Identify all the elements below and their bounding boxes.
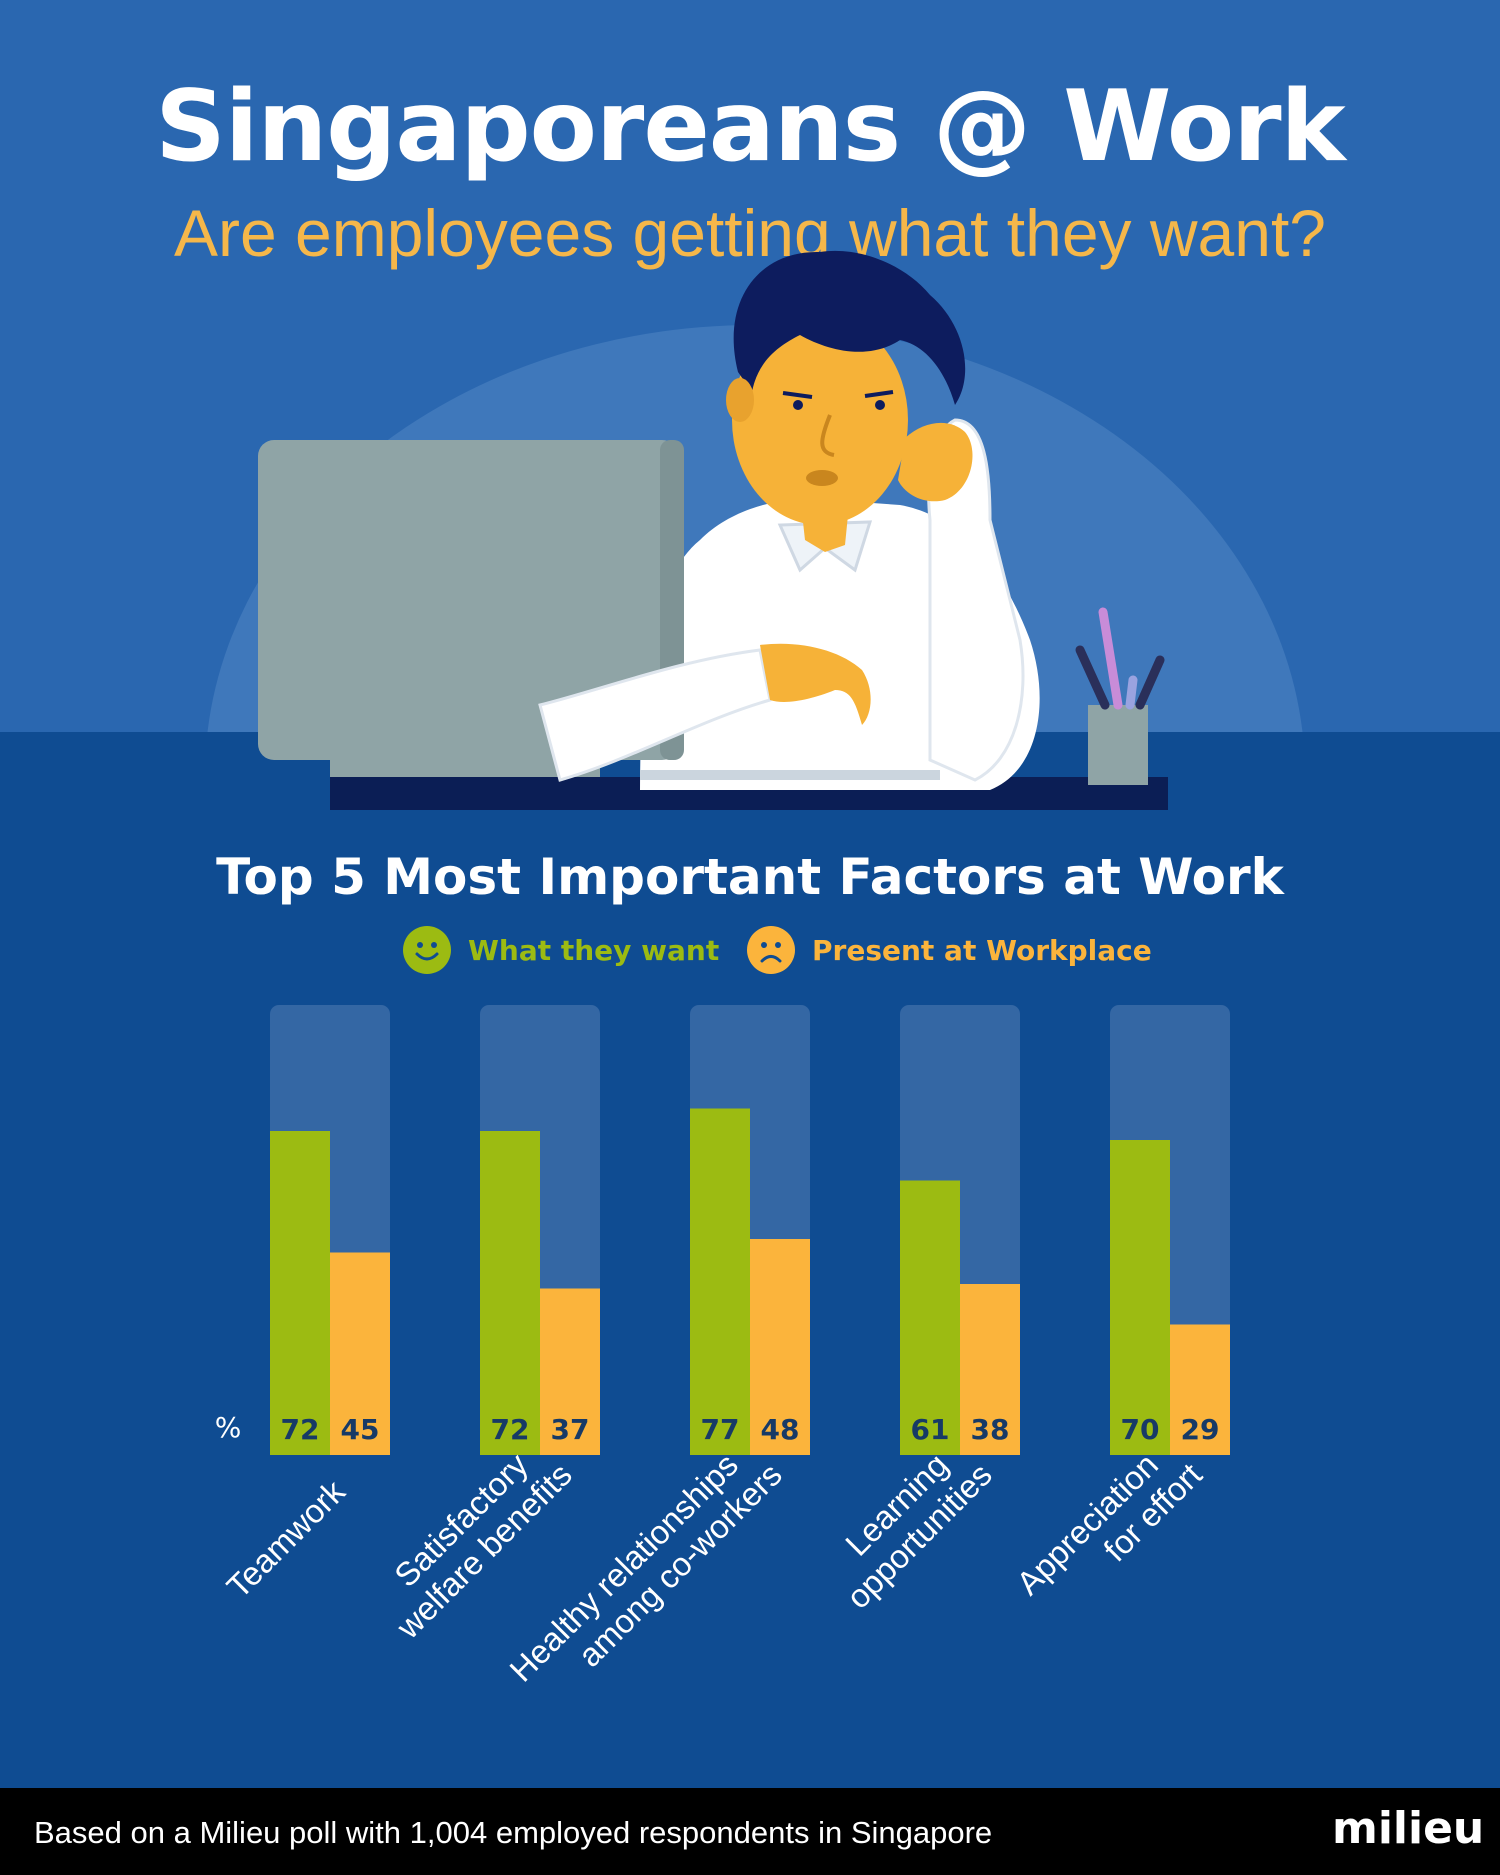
frown-icon [747,926,795,974]
unit-label: % [215,1411,242,1444]
pencil-cup [1088,705,1148,785]
value-label-present: 45 [341,1413,380,1446]
page-title: Singaporeans @ Work [155,70,1345,184]
value-label-present: 48 [761,1413,800,1446]
value-label-present: 37 [551,1413,590,1446]
footer-note: Based on a Milieu poll with 1,004 employ… [34,1815,993,1850]
bar-present [1170,1324,1230,1455]
smiley-icon [403,926,451,974]
monitor-screen [258,440,678,760]
bar-want [1110,1140,1170,1455]
category-label: Learningopportunities [812,1429,999,1616]
chart-title: Top 5 Most Important Factors at Work [216,848,1284,906]
bar-present [540,1288,600,1455]
page-subtitle: Are employees getting what they want? [173,196,1326,270]
bar-want [270,1131,330,1455]
bar-present [960,1284,1020,1455]
legend-present-label: Present at Workplace [812,933,1152,967]
keyboard [640,770,940,780]
monitor-stand [420,675,535,760]
value-label-want: 70 [1121,1413,1160,1446]
ear [726,378,754,422]
bar-want [900,1180,960,1455]
hair [733,250,966,405]
value-label-want: 61 [911,1413,950,1446]
bar-present [330,1252,390,1455]
value-label-want: 72 [491,1413,530,1446]
category-label-line: Teamwork [219,1472,352,1605]
brand-logo: milieu [1332,1803,1485,1854]
worker-at-desk-illustration [258,250,1168,810]
legend-want-label: What they want [468,933,720,967]
category-label: Teamwork [219,1472,352,1605]
pointing-hand [760,643,871,725]
value-label-want: 77 [701,1413,740,1446]
value-label-present: 29 [1181,1413,1220,1446]
bar-present [750,1239,810,1455]
category-label: Satisfactorywelfare benefits [362,1429,579,1646]
value-label-want: 72 [281,1413,320,1446]
value-label-present: 38 [971,1413,1010,1446]
legend-present: Present at Workplace [746,925,1152,975]
legend-want: What they want [402,925,719,975]
bar-want [690,1108,750,1455]
hand-on-cheek [898,422,973,502]
footer-bar [0,1788,1500,1875]
face [732,315,908,525]
bar-want [480,1131,540,1455]
category-label: Appreciationfor effort [1009,1429,1209,1629]
